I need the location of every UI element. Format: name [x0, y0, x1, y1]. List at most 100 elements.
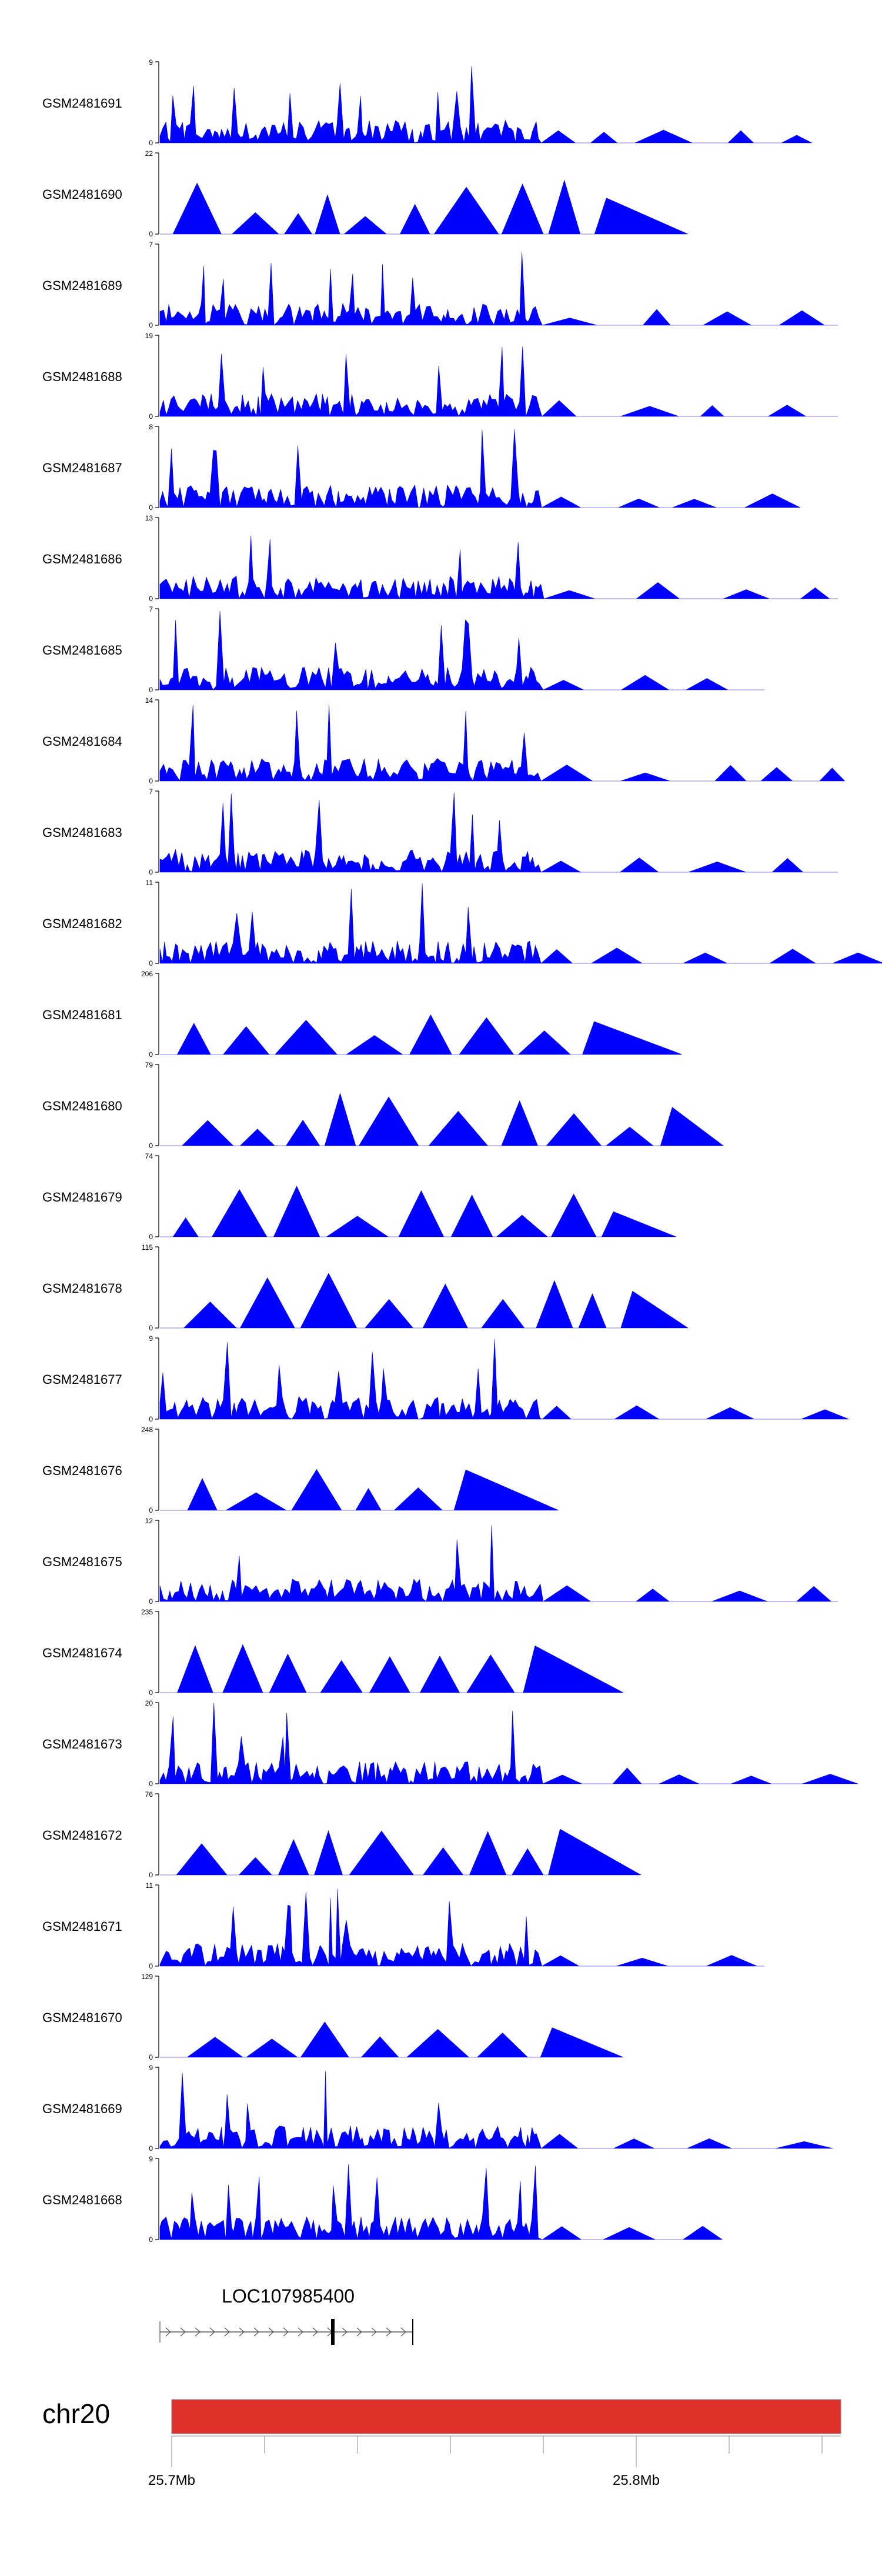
track-GSM2481669: GSM2481669 9 0	[42, 2064, 833, 2153]
x-tick-label: 25.8Mb	[613, 2472, 660, 2488]
y-max-label: 20	[145, 1699, 153, 1707]
strand-arrow	[268, 2327, 274, 2337]
track-label: GSM2481687	[42, 461, 122, 475]
strand-arrow	[312, 2327, 318, 2337]
track-GSM2481689: GSM2481689 7 0	[42, 241, 838, 329]
chromosome-ideogram: chr20 25.7Mb 25.8Mb	[42, 2398, 841, 2488]
y-min-label: 0	[149, 1780, 153, 1788]
track-label: GSM2481671	[42, 1919, 122, 1934]
strand-arrow	[356, 2327, 362, 2337]
track-label: GSM2481670	[42, 2010, 122, 2025]
coverage-area	[159, 1888, 764, 1967]
track-GSM2481670: GSM2481670 129 0	[42, 1973, 624, 2061]
track-GSM2481690: GSM2481690 22 0	[42, 149, 689, 238]
y-min-label: 0	[149, 1506, 153, 1514]
y-max-label: 13	[145, 514, 153, 522]
coverage-area	[159, 1339, 849, 1420]
y-max-label: 9	[149, 1334, 153, 1343]
y-max-label: 11	[146, 879, 153, 887]
strand-arrow	[283, 2327, 289, 2337]
y-min-label: 0	[149, 1962, 153, 1970]
track-GSM2481674: GSM2481674 235 0	[42, 1608, 624, 1697]
coverage-area	[160, 1185, 677, 1237]
track-GSM2481683: GSM2481683 7 0	[42, 788, 838, 876]
strand-arrow	[386, 2327, 392, 2337]
coverage-area	[160, 1273, 689, 1329]
track-label: GSM2481689	[42, 278, 122, 293]
y-max-label: 9	[149, 58, 153, 66]
y-max-label: 248	[141, 1426, 153, 1434]
coverage-area	[160, 2021, 624, 2058]
y-min-label: 0	[149, 1597, 153, 1606]
track-GSM2481679: GSM2481679 74 0	[42, 1152, 677, 1241]
coverage-area	[159, 2071, 833, 2149]
coverage-tracks: GSM248169190GSM2481690220GSM248168970GSM…	[42, 58, 882, 2244]
y-min-label: 0	[149, 230, 153, 238]
y-min-label: 0	[149, 412, 153, 421]
x-tick-label: 25.7Mb	[148, 2472, 195, 2488]
gene-exon	[331, 2319, 335, 2345]
strand-arrow	[224, 2327, 230, 2337]
track-GSM2481684: GSM2481684 14 0	[42, 696, 846, 785]
y-max-label: 9	[149, 2155, 153, 2163]
coverage-area	[159, 2164, 723, 2240]
y-min-label: 0	[149, 321, 153, 329]
track-label: GSM2481691	[42, 96, 122, 111]
y-min-label: 0	[149, 139, 153, 147]
y-min-label: 0	[149, 1324, 153, 1332]
y-max-label: 8	[149, 423, 153, 431]
gene-model	[159, 2319, 413, 2345]
strand-arrow	[195, 2327, 201, 2337]
strand-arrow	[165, 2327, 171, 2337]
track-GSM2481678: GSM2481678 115 0	[42, 1243, 689, 1332]
y-min-label: 0	[149, 868, 153, 876]
strand-arrow	[298, 2327, 303, 2337]
strand-arrow	[180, 2327, 186, 2337]
y-max-label: 74	[145, 1152, 153, 1160]
coverage-area	[159, 1703, 858, 1784]
track-GSM2481676: GSM2481676 248 0	[42, 1426, 559, 1514]
y-max-label: 7	[149, 605, 153, 613]
track-GSM2481677: GSM2481677 9 0	[42, 1334, 849, 1423]
track-label: GSM2481679	[42, 1190, 122, 1204]
track-label: GSM2481669	[42, 2101, 122, 2116]
coverage-area	[159, 1525, 838, 1602]
y-max-label: 9	[149, 2064, 153, 2072]
y-min-label: 0	[149, 2235, 153, 2244]
track-label: GSM2481668	[42, 2193, 122, 2207]
coverage-area	[159, 536, 838, 599]
track-label: GSM2481673	[42, 1737, 122, 1751]
chromosome-label: chr20	[42, 2398, 110, 2429]
coverage-area	[160, 1014, 683, 1055]
track-GSM2481680: GSM2481680 79 0	[42, 1061, 724, 1150]
coverage-area	[159, 705, 846, 782]
coverage-area	[159, 611, 764, 690]
track-label: GSM2481686	[42, 552, 122, 566]
gene-label: LOC107985400	[222, 2285, 355, 2307]
strand-arrow	[209, 2327, 215, 2337]
track-label: GSM2481683	[42, 825, 122, 840]
track-label: GSM2481672	[42, 1828, 122, 1843]
track-GSM2481668: GSM2481668 9 0	[42, 2155, 723, 2244]
y-min-label: 0	[149, 1689, 153, 1697]
coverage-area	[160, 1469, 559, 1511]
coverage-area	[160, 1093, 724, 1146]
y-min-label: 0	[149, 2144, 153, 2153]
track-GSM2481686: GSM2481686 13 0	[42, 514, 838, 603]
track-label: GSM2481685	[42, 643, 122, 658]
y-max-label: 206	[141, 970, 153, 978]
track-label: GSM2481680	[42, 1099, 122, 1113]
coverage-area	[159, 346, 838, 417]
strand-arrow	[342, 2327, 348, 2337]
coverage-area	[159, 252, 838, 326]
track-GSM2481685: GSM2481685 7 0	[42, 605, 764, 694]
track-GSM2481675: GSM2481675 12 0	[42, 1517, 838, 1606]
y-min-label: 0	[149, 777, 153, 785]
track-GSM2481687: GSM2481687 8 0	[42, 423, 801, 512]
y-max-label: 14	[145, 696, 153, 705]
y-max-label: 12	[145, 1517, 153, 1525]
track-GSM2481682: GSM2481682 11 0	[42, 879, 882, 967]
coverage-area	[160, 179, 689, 235]
y-max-label: 7	[149, 241, 153, 249]
